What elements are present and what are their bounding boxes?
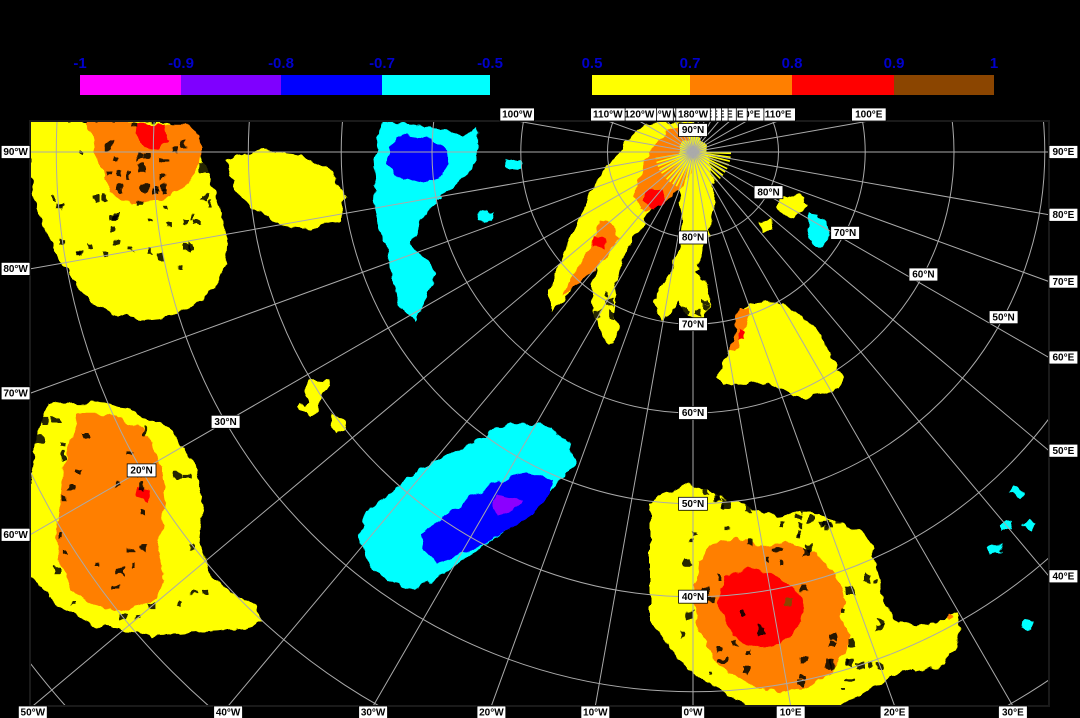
svg-text:30°N: 30°N [214,417,236,428]
svg-text:0.8: 0.8 [782,55,803,72]
svg-text:40°W: 40°W [216,708,241,718]
svg-text:110°W: 110°W [593,110,623,121]
svg-text:0.9: 0.9 [884,55,905,72]
svg-text:30°E: 30°E [1002,708,1024,718]
svg-text:70°N: 70°N [682,319,704,330]
svg-text:0°W: 0°W [684,708,704,718]
svg-text:50°E: 50°E [1053,446,1075,457]
svg-text:100°E: 100°E [855,110,883,121]
svg-text:90°W: 90°W [3,147,28,158]
svg-text:20°N: 20°N [130,466,152,477]
svg-text:10°W: 10°W [583,708,608,718]
svg-text:20°W: 20°W [479,708,504,718]
svg-text:-0.9: -0.9 [168,55,194,72]
svg-text:60°E: 60°E [1053,353,1075,364]
svg-text:100°W: 100°W [502,110,533,121]
svg-text:60°W: 60°W [3,530,28,541]
svg-text:50°W: 50°W [21,708,46,718]
svg-text:20°E: 20°E [884,708,906,718]
svg-text:-0.7: -0.7 [369,55,395,72]
svg-text:80°N: 80°N [682,233,704,244]
svg-text:70°N: 70°N [834,228,856,239]
svg-text:0.5: 0.5 [582,55,603,72]
svg-text:110°E: 110°E [765,110,792,121]
svg-text:0.7: 0.7 [680,55,701,72]
svg-text:-0.5: -0.5 [477,55,503,72]
svg-text:30°W: 30°W [361,708,386,718]
svg-text:90°E: 90°E [1053,147,1075,158]
svg-text:60°N: 60°N [682,408,704,419]
svg-text:180°W: 180°W [678,110,709,121]
svg-text:70°E: 70°E [1053,277,1075,288]
svg-text:1: 1 [990,55,998,72]
svg-text:80°E: 80°E [1053,210,1075,221]
svg-text:70°W: 70°W [3,389,28,400]
svg-text:50°N: 50°N [992,312,1014,323]
svg-text:80°N: 80°N [757,187,779,198]
svg-text:-1: -1 [73,55,86,72]
svg-text:40°E: 40°E [1053,572,1075,583]
svg-text:60°N: 60°N [912,270,934,281]
svg-text:90°N: 90°N [682,125,704,136]
svg-text:80°W: 80°W [3,264,28,275]
svg-text:10°E: 10°E [780,708,802,718]
svg-text:50°N: 50°N [682,499,704,510]
svg-text:-0.8: -0.8 [268,55,294,72]
svg-text:40°N: 40°N [682,592,704,603]
svg-text:120°W: 120°W [624,110,655,121]
